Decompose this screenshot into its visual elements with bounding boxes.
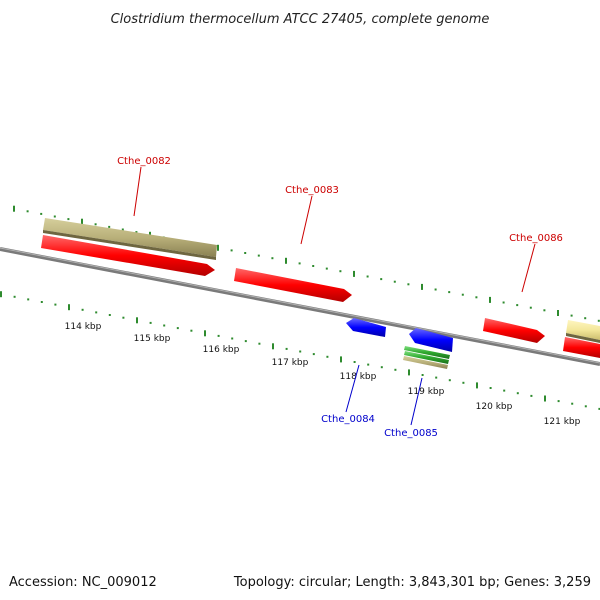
gene-label-cthe-0086[interactable]: Cthe_0086	[509, 233, 563, 244]
map-title: Clostridium thermocellum ATCC 27405, com…	[111, 12, 490, 27]
genome-backbone	[0, 247, 600, 366]
tick-label-120: 120 kbp	[476, 402, 513, 412]
feature-bar-cthe-0085-green-2[interactable]	[404, 351, 449, 364]
tick-label-119: 119 kbp	[408, 387, 445, 397]
gene-label-cthe-0082[interactable]: Cthe_0082	[117, 156, 171, 167]
tick-label-118: 118 kbp	[340, 372, 377, 382]
gene-label-cthe-0085[interactable]: Cthe_0085	[384, 428, 438, 439]
leader-cthe-0086	[521, 243, 536, 293]
tick-label-116: 116 kbp	[203, 345, 240, 355]
feature-bar-right-yellow-shadow	[566, 333, 600, 343]
tick-row-lower	[0, 291, 600, 410]
gene-label-cthe-0083[interactable]: Cthe_0083	[285, 185, 339, 196]
gene-arrow-cthe-0085[interactable]	[409, 328, 453, 352]
feature-bar-cthe-0082-rna[interactable]	[43, 218, 217, 257]
gene-arrow-cthe-0082[interactable]	[41, 235, 215, 276]
tick-row-upper	[13, 205, 600, 322]
gene-arrow-right-red[interactable]	[563, 337, 600, 358]
gene-label-cthe-0084[interactable]: Cthe_0084	[321, 414, 375, 425]
genome-summary-text: Topology: circular; Length: 3,843,301 bp…	[233, 575, 591, 590]
tick-label-114: 114 kbp	[65, 322, 102, 332]
tick-label-115: 115 kbp	[134, 334, 171, 344]
scale-labels: 114 kbp 115 kbp 116 kbp 117 kbp 118 kbp …	[65, 322, 581, 427]
leader-cthe-0085	[410, 377, 423, 426]
leader-cthe-0082	[133, 166, 142, 217]
gene-arrow-cthe-0083[interactable]	[234, 268, 352, 302]
genome-backbone-highlight	[0, 247, 600, 364]
accession-text: Accession: NC_009012	[9, 575, 157, 590]
feature-bar-cthe-0085-green-1[interactable]	[404, 346, 450, 359]
leader-cthe-0083	[300, 195, 313, 245]
tick-label-117: 117 kbp	[272, 358, 309, 368]
leader-cthe-0084	[345, 364, 360, 413]
feature-bar-cthe-0085-khaki[interactable]	[403, 356, 448, 369]
label-leaders	[133, 166, 536, 426]
feature-bar-right-yellow[interactable]	[566, 320, 600, 340]
feature-track	[41, 218, 600, 369]
tick-label-121: 121 kbp	[544, 417, 581, 427]
feature-bar-cthe-0082-rna-shadow	[43, 230, 216, 260]
gene-arrow-cthe-0086[interactable]	[483, 318, 545, 343]
gene-arrow-cthe-0084[interactable]	[346, 318, 386, 337]
gene-labels: Cthe_0082 Cthe_0083 Cthe_0086 Cthe_0084 …	[117, 156, 563, 439]
